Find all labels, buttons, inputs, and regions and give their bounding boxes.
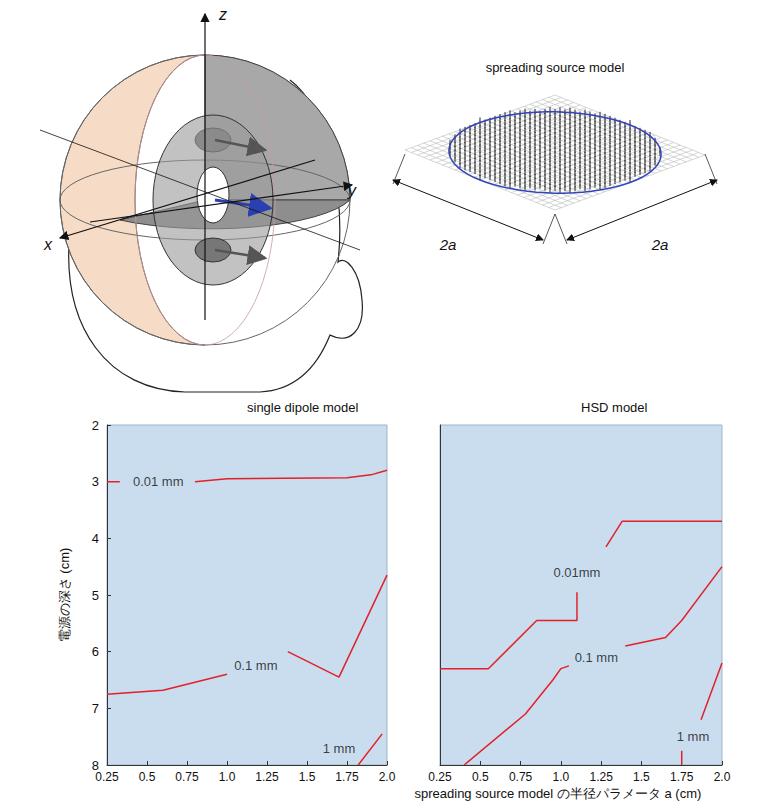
svg-text:y: y	[347, 182, 357, 199]
svg-text:0.5: 0.5	[472, 770, 489, 784]
svg-text:1.0: 1.0	[553, 770, 570, 784]
svg-text:1.25: 1.25	[255, 770, 279, 784]
svg-text:8: 8	[91, 757, 99, 773]
svg-text:0.01 mm: 0.01 mm	[133, 474, 184, 489]
svg-text:2a: 2a	[439, 236, 457, 253]
svg-text:0.5: 0.5	[139, 770, 156, 784]
svg-text:1 mm: 1 mm	[323, 741, 356, 756]
svg-text:0.01mm: 0.01mm	[553, 565, 600, 580]
svg-text:1.5: 1.5	[633, 770, 650, 784]
svg-text:HSD model: HSD model	[581, 400, 648, 415]
svg-text:6: 6	[92, 644, 99, 659]
svg-text:0.75: 0.75	[175, 770, 199, 784]
svg-text:2.0: 2.0	[714, 770, 731, 784]
svg-text:z: z	[218, 6, 227, 23]
svg-text:0.25: 0.25	[95, 770, 119, 784]
svg-text:1.75: 1.75	[335, 770, 359, 784]
svg-text:0.1 mm: 0.1 mm	[234, 658, 277, 673]
svg-text:7: 7	[92, 701, 99, 716]
svg-text:x: x	[43, 236, 53, 253]
svg-text:1.25: 1.25	[589, 770, 613, 784]
svg-text:2a: 2a	[651, 236, 669, 253]
svg-text:0.25: 0.25	[428, 770, 452, 784]
svg-text:1.0: 1.0	[219, 770, 236, 784]
svg-text:0.75: 0.75	[509, 770, 533, 784]
svg-text:spreading source model: spreading source model	[486, 60, 625, 75]
svg-text:2.0: 2.0	[379, 770, 396, 784]
svg-text:4: 4	[92, 531, 99, 546]
svg-text:2: 2	[92, 418, 99, 433]
svg-text:3: 3	[92, 474, 99, 489]
svg-text:single dipole model: single dipole model	[247, 400, 358, 415]
svg-text:5: 5	[92, 588, 99, 603]
svg-text:spreading source model の半径パラメー: spreading source model の半径パラメータ a (cm)	[414, 786, 701, 801]
svg-text:電源の深さ (cm): 電源の深さ (cm)	[57, 548, 72, 643]
svg-text:1.75: 1.75	[670, 770, 694, 784]
svg-text:1 mm: 1 mm	[677, 729, 710, 744]
svg-text:0.1 mm: 0.1 mm	[575, 650, 618, 665]
svg-text:1.5: 1.5	[299, 770, 316, 784]
